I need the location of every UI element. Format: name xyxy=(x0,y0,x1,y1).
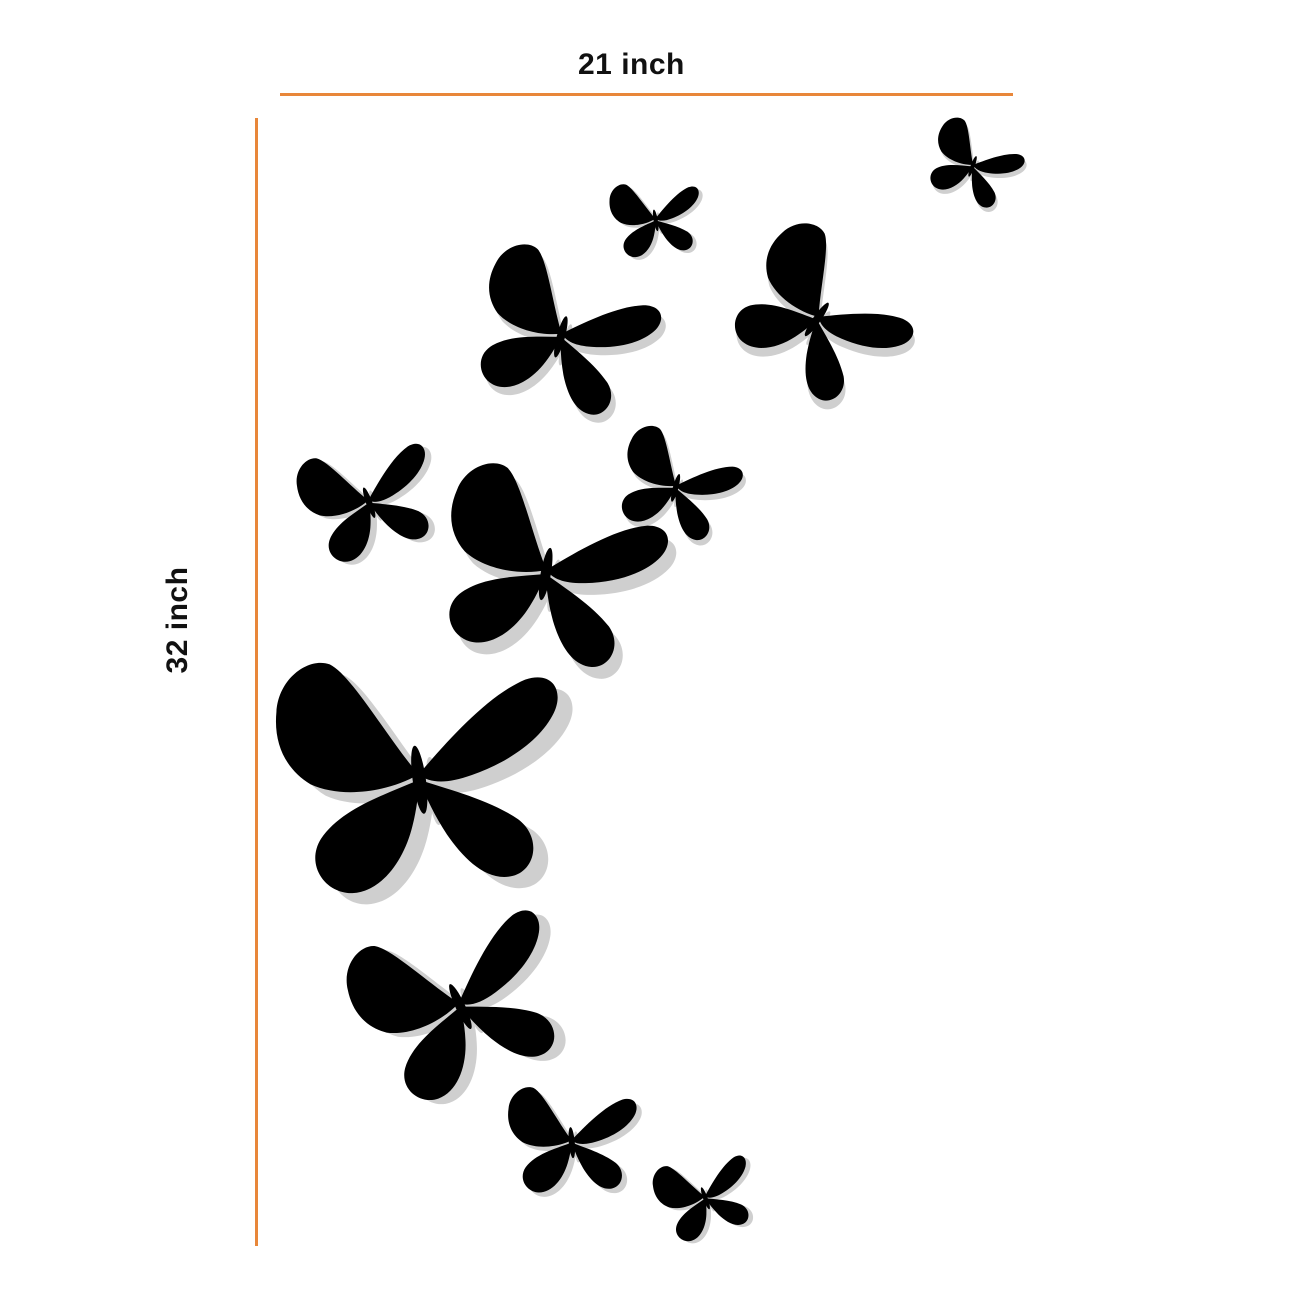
butterfly-9 xyxy=(333,876,602,1123)
height-dimension-line xyxy=(255,118,258,1246)
butterfly-1 xyxy=(920,112,1034,220)
butterfly-2 xyxy=(606,171,713,265)
butterfly-10 xyxy=(505,1077,649,1202)
width-dimension-line xyxy=(280,93,1013,96)
butterfly-8 xyxy=(267,630,597,918)
width-dimension-label: 21 inch xyxy=(578,48,685,81)
butterfly-4 xyxy=(462,237,676,434)
butterfly-3 xyxy=(714,210,935,432)
butterfly-6 xyxy=(288,421,459,576)
butterfly-11 xyxy=(647,1139,771,1251)
